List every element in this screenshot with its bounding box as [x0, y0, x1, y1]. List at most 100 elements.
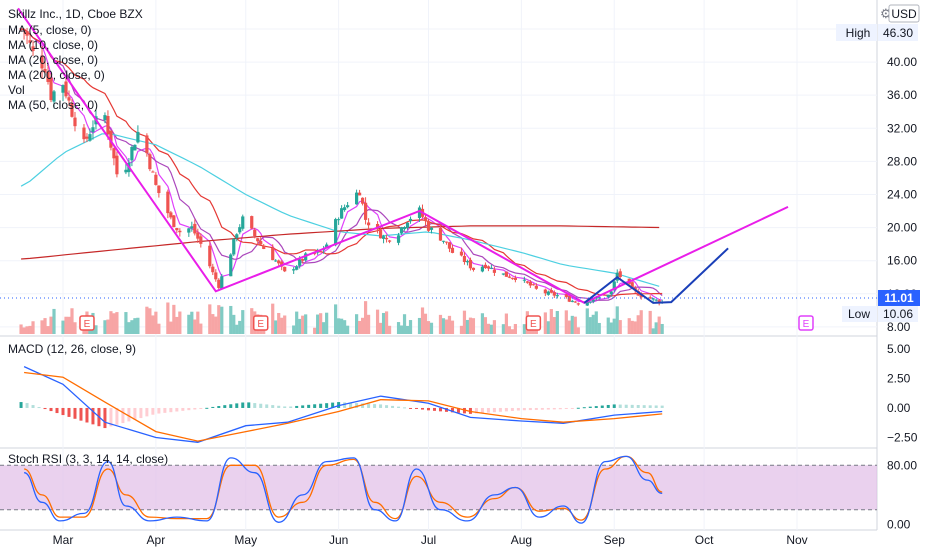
candle-body[interactable]	[136, 131, 140, 143]
candle-body[interactable]	[115, 155, 119, 175]
candle-body[interactable]	[387, 240, 392, 242]
magenta-zigzag[interactable]	[17, 7, 789, 305]
candle-body[interactable]	[43, 68, 47, 73]
candle-body[interactable]	[450, 247, 455, 253]
earnings-marker[interactable]: E	[798, 315, 814, 331]
candle-body[interactable]	[292, 269, 296, 271]
candle-body[interactable]	[534, 285, 538, 289]
candle-body[interactable]	[82, 127, 86, 140]
candle-body[interactable]	[154, 174, 158, 185]
candle-body[interactable]	[480, 266, 485, 272]
candle-body[interactable]	[570, 300, 574, 302]
candle-body[interactable]	[193, 223, 197, 234]
candle-body[interactable]	[654, 299, 658, 301]
legend-ma5[interactable]: MA (5, close, 0)	[8, 23, 91, 37]
candle-body[interactable]	[486, 266, 491, 269]
candle-body[interactable]	[459, 251, 464, 256]
currency-label[interactable]: USD	[891, 7, 917, 21]
candle-body[interactable]	[639, 294, 643, 298]
candle-body[interactable]	[651, 298, 655, 300]
candle-body[interactable]	[489, 267, 494, 269]
candle-body[interactable]	[190, 226, 194, 229]
candle-body[interactable]	[172, 215, 176, 228]
candle-body[interactable]	[169, 212, 173, 218]
candle-body[interactable]	[405, 222, 410, 228]
candle-body[interactable]	[106, 115, 110, 135]
candle-body[interactable]	[366, 222, 371, 226]
candle-body[interactable]	[40, 55, 44, 69]
candle-body[interactable]	[378, 229, 383, 239]
candle-body[interactable]	[22, 29, 26, 31]
candle-body[interactable]	[507, 276, 511, 278]
candle-body[interactable]	[465, 261, 470, 263]
candle-body[interactable]	[277, 260, 281, 264]
candle-body[interactable]	[64, 81, 68, 97]
candle-body[interactable]	[19, 28, 23, 30]
candle-body[interactable]	[612, 281, 616, 291]
candle-body[interactable]	[229, 254, 233, 277]
candle-body[interactable]	[325, 244, 329, 248]
candle-body[interactable]	[217, 279, 221, 288]
candle-body[interactable]	[214, 272, 218, 280]
candle-body[interactable]	[157, 185, 161, 194]
candle-body[interactable]	[618, 271, 622, 278]
stoch-label[interactable]: Stoch RSI (3, 3, 14, 14, close)	[8, 452, 168, 466]
candle-body[interactable]	[109, 130, 113, 148]
candle-body[interactable]	[522, 279, 526, 281]
candle-body[interactable]	[130, 147, 134, 161]
candle-body[interactable]	[501, 273, 505, 275]
candle-body[interactable]	[567, 296, 571, 302]
earnings-marker[interactable]: E	[79, 315, 95, 331]
candle-body[interactable]	[360, 197, 365, 204]
candle-body[interactable]	[280, 261, 284, 267]
stoch-rsi-pane[interactable]	[0, 455, 877, 524]
settings-icon[interactable]: ⚙	[880, 6, 892, 21]
candle-body[interactable]	[399, 227, 404, 234]
candle-body[interactable]	[337, 219, 341, 221]
candle-body[interactable]	[375, 223, 380, 229]
legend-vol[interactable]: Vol	[8, 83, 25, 97]
earnings-marker[interactable]: E	[525, 315, 542, 331]
candle-body[interactable]	[175, 228, 179, 231]
candle-body[interactable]	[357, 192, 362, 196]
candle-body[interactable]	[28, 40, 32, 43]
candle-body[interactable]	[112, 148, 116, 159]
candle-body[interactable]	[402, 226, 407, 230]
candle-body[interactable]	[576, 303, 580, 305]
candle-body[interactable]	[274, 260, 278, 262]
candle-body[interactable]	[447, 242, 452, 249]
candle-body[interactable]	[178, 230, 182, 233]
candle-body[interactable]	[346, 205, 350, 208]
earnings-marker-box[interactable]	[252, 315, 269, 331]
candle-body[interactable]	[555, 295, 559, 297]
candle-body[interactable]	[199, 236, 203, 244]
macd-signal-line[interactable]	[24, 371, 663, 442]
legend-ma20[interactable]: MA (20, close, 0)	[8, 53, 98, 67]
candle-body[interactable]	[408, 218, 413, 222]
macd-label[interactable]: MACD (12, 26, close, 9)	[8, 342, 136, 356]
candle-body[interactable]	[241, 216, 245, 229]
candle-body[interactable]	[211, 266, 215, 273]
candle-body[interactable]	[238, 227, 242, 233]
currency-box[interactable]	[888, 4, 920, 23]
candle-body[interactable]	[531, 284, 535, 286]
earnings-marker[interactable]: E	[252, 315, 269, 331]
candle-body[interactable]	[298, 259, 302, 266]
earnings-marker-box[interactable]	[79, 315, 95, 331]
legend-ma50[interactable]: MA (50, close, 0)	[8, 98, 98, 112]
candle-body[interactable]	[25, 30, 29, 36]
candle-body[interactable]	[363, 202, 368, 220]
candle-body[interactable]	[220, 276, 224, 290]
candle-body[interactable]	[426, 221, 431, 231]
candle-body[interactable]	[525, 281, 529, 283]
candle-body[interactable]	[232, 238, 236, 255]
candle-body[interactable]	[549, 290, 553, 293]
candle-body[interactable]	[355, 192, 359, 205]
candle-body[interactable]	[196, 232, 200, 239]
candle-body[interactable]	[606, 294, 610, 298]
candle-body[interactable]	[438, 228, 443, 241]
candle-body[interactable]	[166, 191, 170, 214]
candle-body[interactable]	[148, 154, 152, 170]
candle-body[interactable]	[429, 227, 434, 230]
